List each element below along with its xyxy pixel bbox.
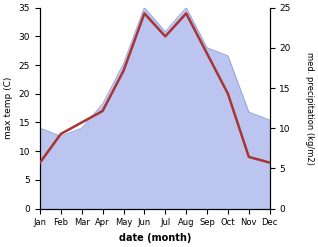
X-axis label: date (month): date (month)	[119, 233, 191, 243]
Y-axis label: med. precipitation (kg/m2): med. precipitation (kg/m2)	[305, 52, 314, 165]
Y-axis label: max temp (C): max temp (C)	[4, 77, 13, 139]
